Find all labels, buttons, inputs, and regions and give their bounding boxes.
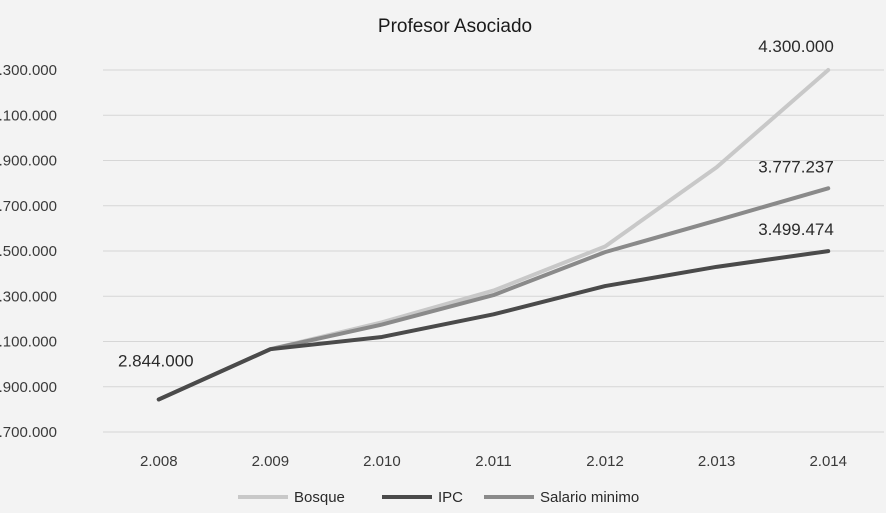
y-tick-label: 3.300.000 [0, 288, 57, 305]
y-tick-label: 3.500.000 [0, 243, 57, 260]
x-tick-label: 2.011 [475, 453, 511, 470]
data-label: 3.777.237 [758, 157, 834, 176]
x-tick-label: 2.014 [809, 453, 847, 470]
x-tick-label: 2.010 [363, 453, 401, 470]
y-tick-label: 4.300.000 [0, 62, 57, 79]
y-axis: 2.700.000 2.900.000 3.100.000 3.300.000 3.50… [0, 62, 57, 441]
y-tick-label: 2.900.000 [0, 379, 57, 396]
legend-label-salario-minimo: Salario minimo [540, 489, 639, 506]
legend-label-ipc: IPC [438, 489, 463, 506]
y-tick-label: 3.700.000 [0, 198, 57, 215]
x-tick-label: 2.009 [252, 453, 290, 470]
y-tick-label: 2.700.000 [0, 424, 57, 441]
x-tick-label: 2.013 [698, 453, 736, 470]
data-label: 2.844.000 [118, 351, 194, 370]
x-tick-label: 2.012 [586, 453, 624, 470]
y-tick-label: 3.100.000 [0, 334, 57, 351]
series-line-bosque [156, 68, 831, 402]
y-tick-label: 4.100.000 [0, 107, 57, 124]
gridlines [103, 69, 884, 433]
x-axis: 2.008 2.009 2.010 2.011 2.012 2.013 2.014 [140, 453, 847, 470]
data-label: 4.300.000 [758, 37, 834, 56]
series-line-salario-minimo [156, 186, 831, 402]
chart-title: Profesor Asociado [378, 16, 532, 37]
x-tick-label: 2.008 [140, 453, 178, 470]
data-labels: 2.844.000 4.300.000 3.777.237 3.499.474 [118, 37, 834, 370]
legend-label-bosque: Bosque [294, 489, 345, 506]
data-label: 3.499.474 [758, 220, 834, 239]
series-line-ipc [156, 249, 831, 402]
series-lines [156, 68, 831, 402]
legend: Bosque IPC Salario minimo [238, 489, 639, 506]
y-tick-label: 3.900.000 [0, 153, 57, 170]
